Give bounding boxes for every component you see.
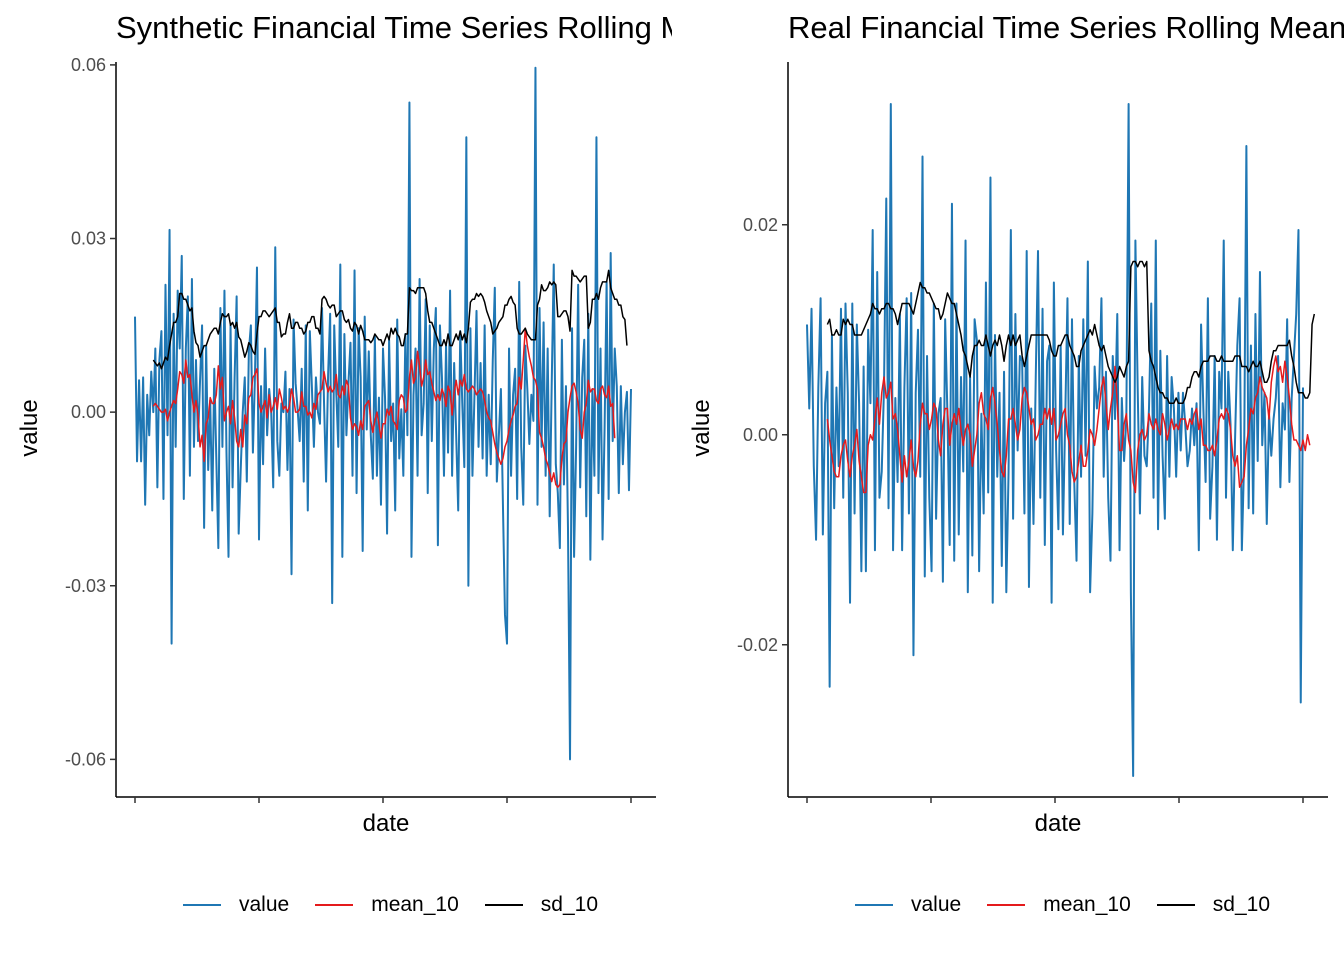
- y-axis-title: value: [688, 399, 715, 457]
- x-axis-title: date: [362, 810, 410, 837]
- legend-key-mean-10: [987, 904, 1026, 906]
- y-tick-label: -0.03: [65, 576, 106, 596]
- y-tick-label: -0.02: [737, 635, 778, 655]
- y-tick-label: 0.00: [71, 402, 106, 422]
- legend-label-value: value: [239, 893, 290, 916]
- y-tick-label: 0.06: [71, 55, 106, 75]
- legend-item-sd-10: sd_10: [1156, 893, 1270, 917]
- legend-label-sd-10: sd_10: [1212, 893, 1270, 916]
- legend: value mean_10 sd_10: [855, 893, 1296, 917]
- y-tick-label: 0.03: [71, 229, 106, 249]
- y-tick-label: 0.02: [743, 215, 778, 235]
- y-axis-title: value: [16, 399, 43, 457]
- legend-key-value: [855, 904, 893, 906]
- chart-title: Synthetic Financial Time Series Rolling …: [116, 10, 672, 45]
- legend-item-mean-10: mean_10: [987, 893, 1131, 917]
- y-tick-label: -0.06: [65, 749, 106, 769]
- legend: value mean_10 sd_10: [183, 893, 624, 917]
- chart-panel-synthetic: Synthetic Financial Time Series Rolling …: [16, 10, 672, 917]
- series-line-sd-10: [826, 260, 1316, 404]
- legend-label-mean-10: mean_10: [371, 893, 459, 916]
- legend-item-value: value: [855, 893, 961, 917]
- plot-area: 0.02 0.00 -0.02: [737, 62, 1328, 803]
- legend-key-value: [183, 904, 221, 906]
- legend-label-sd-10: sd_10: [540, 893, 598, 916]
- legend-label-value: value: [911, 893, 962, 916]
- legend-item-mean-10: mean_10: [315, 893, 459, 917]
- legend-key-sd-10: [1156, 904, 1195, 906]
- chart-panel-real: Real Financial Time Series Rolling Mean …: [672, 0, 1344, 960]
- series-line-mean-10: [152, 327, 616, 489]
- legend-item-value: value: [183, 893, 289, 917]
- x-axis-title: date: [1034, 810, 1082, 837]
- series-line-mean-10: [826, 355, 1311, 494]
- legend-key-sd-10: [484, 904, 523, 906]
- series-line-value: [134, 66, 632, 761]
- chart-title: Real Financial Time Series Rolling Mean …: [788, 10, 1344, 45]
- plot-area: 0.06 0.03 0.00 -0.03 -0.06: [65, 55, 656, 803]
- legend-key-mean-10: [315, 904, 354, 906]
- series-line-sd-10: [152, 269, 628, 370]
- legend-item-sd-10: sd_10: [484, 893, 598, 917]
- y-tick-label: 0.00: [743, 425, 778, 445]
- series-line-value: [806, 103, 1304, 777]
- legend-label-mean-10: mean_10: [1043, 893, 1131, 916]
